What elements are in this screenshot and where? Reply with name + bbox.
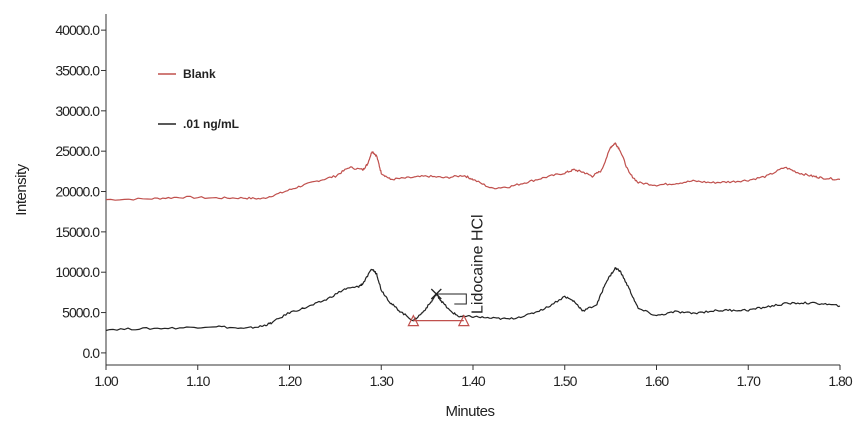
x-tick-label: 1.50 bbox=[553, 373, 577, 389]
legend-label-blank: Blank bbox=[183, 67, 216, 81]
peak-label: Lidocaine HCl bbox=[469, 214, 486, 314]
x-tick-label: 1.30 bbox=[370, 373, 394, 389]
baseline-marker bbox=[457, 314, 470, 327]
x-tick-label: 1.70 bbox=[737, 373, 761, 389]
y-tick-label: 40000.0 bbox=[55, 22, 100, 38]
x-tick-label: 1.80 bbox=[828, 373, 852, 389]
y-tick-label: 25000.0 bbox=[55, 143, 100, 159]
series-line-01ngml bbox=[105, 267, 841, 332]
legend-label-01ngml: .01 ng/mL bbox=[183, 117, 239, 131]
x-tick-label: 1.40 bbox=[461, 373, 485, 389]
x-tick-label: 1.00 bbox=[94, 373, 118, 389]
annotation-layer: Lidocaine HCl bbox=[407, 214, 486, 327]
x-tick-label: 1.20 bbox=[278, 373, 302, 389]
x-tick-label: 1.60 bbox=[645, 373, 669, 389]
y-tick-label: 35000.0 bbox=[55, 62, 100, 78]
y-tick-label: 15000.0 bbox=[55, 224, 100, 240]
legend: Blank .01 ng/mL bbox=[158, 67, 239, 131]
y-tick-label: 20000.0 bbox=[55, 184, 100, 200]
y-tick-label: 30000.0 bbox=[55, 103, 100, 119]
x-axis-title: Minutes bbox=[445, 403, 494, 420]
y-axis-title: Intensity bbox=[13, 163, 30, 215]
peak-label-leader bbox=[436, 293, 467, 305]
y-tick-label: 0.0 bbox=[83, 345, 101, 361]
y-tick-label: 10000.0 bbox=[55, 264, 100, 280]
x-tick-label: 1.10 bbox=[186, 373, 210, 389]
series-line-blank bbox=[105, 142, 841, 201]
x-axis-ticks: 1.00 1.10 1.20 1.30 1.40 1.50 1.60 1.70 1.80 bbox=[94, 365, 854, 389]
baseline-marker bbox=[407, 314, 420, 327]
y-tick-label: 5000.0 bbox=[62, 305, 100, 321]
series-layer bbox=[105, 142, 841, 332]
y-axis-ticks: 0.0 5000.0 10000.0 15000.0 20000.0 25000.0 300… bbox=[55, 22, 106, 361]
